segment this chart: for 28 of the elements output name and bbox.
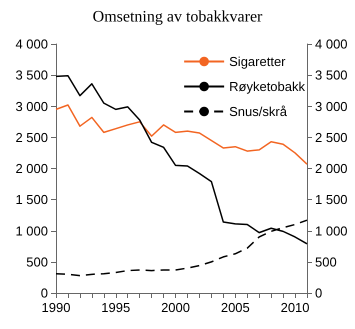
y2-tick-label: 1 000 bbox=[315, 223, 348, 238]
x-tick-label: 2010 bbox=[280, 300, 310, 315]
y2-tick-label: 3 000 bbox=[315, 98, 348, 114]
legend-label: Røyketobakk bbox=[229, 79, 306, 94]
legend-label: Snus/skrå bbox=[229, 104, 288, 119]
y2-tick-label: 2 500 bbox=[315, 130, 348, 145]
y2-tick-label: 0 bbox=[315, 286, 322, 300]
chart-title: Omsetning av tobakkvarer bbox=[92, 8, 264, 26]
x-tick-label: 1995 bbox=[101, 300, 130, 315]
y2-tick-label: 1 500 bbox=[315, 192, 348, 208]
y2-tick-label: 2 000 bbox=[315, 161, 348, 176]
x-tick-label: 1990 bbox=[42, 300, 70, 315]
y2-tick-label: 3 500 bbox=[315, 68, 348, 83]
y2-tick-label: 4 000 bbox=[315, 36, 348, 52]
y-tick-label: 4 000 bbox=[15, 36, 48, 52]
x-tick-label: 2005 bbox=[220, 300, 250, 315]
line-series bbox=[55, 104, 308, 165]
y-tick-label: 0 bbox=[40, 286, 48, 300]
y-tick-label: 2 500 bbox=[15, 130, 48, 145]
y-tick-label: 500 bbox=[26, 254, 48, 270]
y-tick-label: 1 000 bbox=[15, 223, 48, 238]
legend-label: Sigaretter bbox=[229, 54, 286, 69]
y-tick-label: 3 000 bbox=[15, 98, 48, 114]
y-tick-label: 1 500 bbox=[15, 192, 48, 208]
y-tick-label: 3 500 bbox=[15, 68, 48, 83]
y-tick-label: 2 000 bbox=[15, 161, 48, 176]
y2-tick-label: 500 bbox=[315, 254, 337, 270]
x-tick-label: 2000 bbox=[161, 300, 190, 315]
